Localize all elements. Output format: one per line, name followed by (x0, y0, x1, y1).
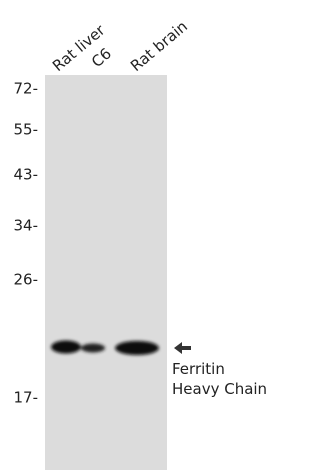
marker-label: 34- (14, 217, 39, 235)
page: {"lanes": ["Rat liver", "C6", "Rat brain… (0, 0, 278, 470)
marker-label: 43- (14, 166, 39, 184)
lane-label: Rat brain (127, 17, 191, 75)
band (115, 341, 159, 355)
marker-label: 17- (14, 389, 39, 407)
band (81, 344, 105, 353)
target-label: Ferritin (172, 360, 225, 378)
marker-label: 55- (14, 121, 39, 139)
band (51, 341, 81, 354)
target-label: Heavy Chain (172, 380, 267, 398)
blot-figure: Rat liver C6 Rat brain 72- 55- 43- 34- 2… (0, 0, 278, 470)
marker-label: 26- (14, 271, 39, 289)
marker-label: 72- (14, 80, 39, 98)
gel (45, 75, 167, 470)
arrow (174, 342, 191, 354)
